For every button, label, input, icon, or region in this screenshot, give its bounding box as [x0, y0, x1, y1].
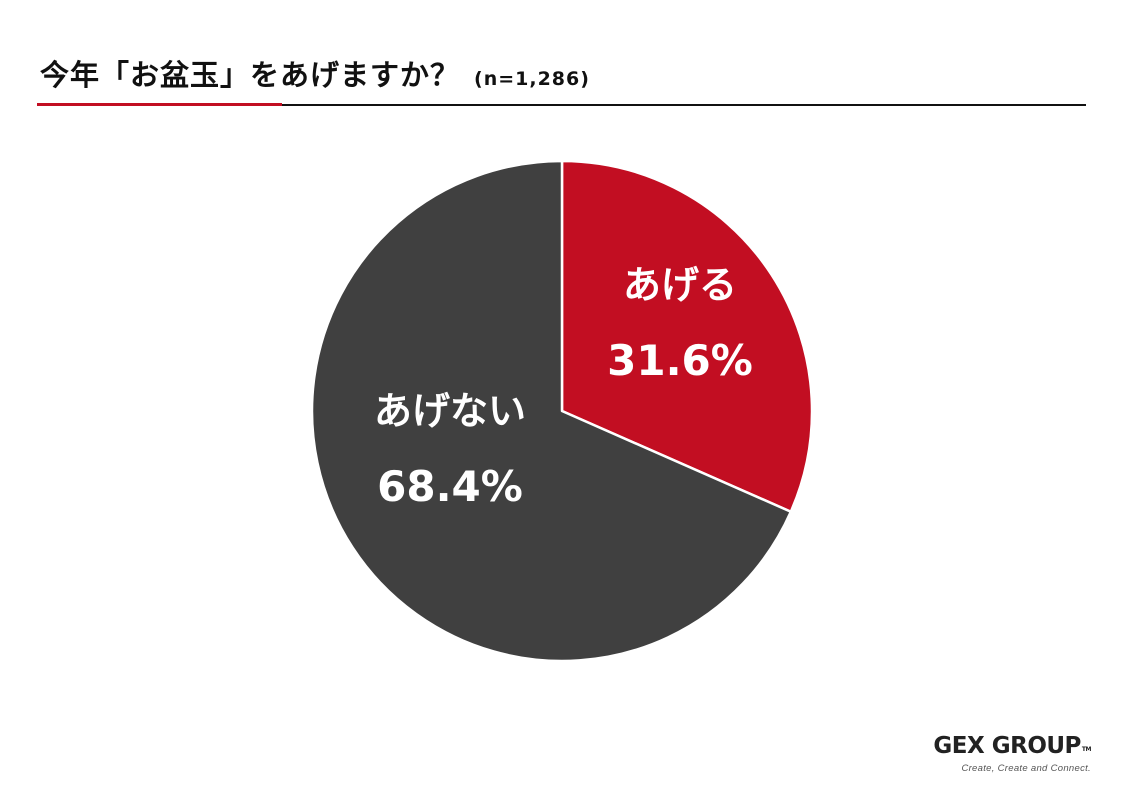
brand-trademark: TM: [1081, 746, 1092, 753]
sample-size: (n=1,286): [474, 68, 590, 90]
slice-percent-ageru: 31.6%: [607, 336, 753, 385]
pie-slice-agenai: [310, 159, 793, 663]
chart-title: 今年「お盆玉」をあげますか？: [40, 58, 461, 92]
slice-label-agenai: あげない: [374, 389, 526, 433]
slice-label-ageru: あげる: [623, 263, 737, 307]
pie-slice-ageru: [560, 159, 814, 513]
chart-title-row: 今年「お盆玉」をあげますか？ (n=1,286): [40, 52, 590, 94]
slice-percent-agenai: 68.4%: [377, 462, 523, 511]
brand-tagline: Create, Create and Connect.: [961, 763, 1091, 774]
title-underline-accent: [37, 103, 282, 106]
title-underline: [282, 104, 1086, 106]
brand-name: GEX GROUP: [933, 733, 1081, 759]
brand-logo: GEX GROUPTM Create, Create and Connect.: [933, 733, 1091, 774]
